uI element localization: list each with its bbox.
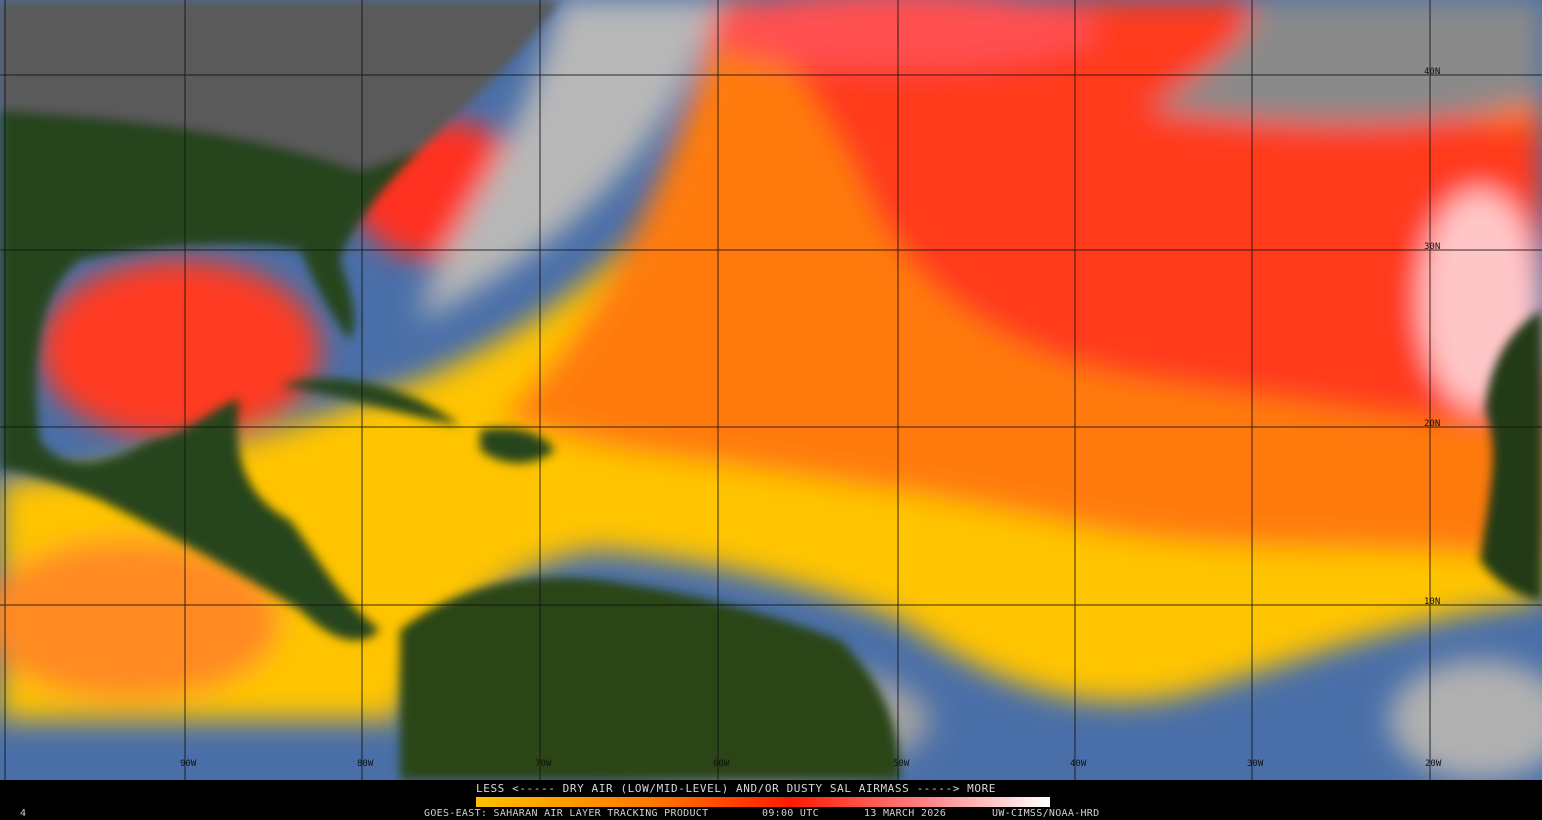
africa-land: [1480, 310, 1542, 600]
product-credit: UW-CIMSS/NOAA-HRD: [992, 808, 1100, 819]
cloud-region-southeast: [1390, 660, 1542, 780]
sal-colorbar: [476, 797, 1050, 807]
sal-core-north: [700, 0, 1100, 70]
north-america-land: [0, 0, 560, 641]
lat-label-20n: 20N: [1424, 419, 1440, 429]
satellite-map: 40N 30N 20N 10N 90W 80W 70W 60W 50W 40W …: [0, 0, 1542, 780]
north-america-interior: [0, 0, 560, 170]
lon-label-40w: 40W: [1070, 759, 1087, 769]
product-time: 09:00 UTC: [762, 808, 819, 819]
gulf-sal: [40, 260, 320, 440]
frame-number: 4: [20, 808, 27, 819]
hispaniola-land: [480, 428, 555, 464]
lon-label-30w: 30W: [1247, 759, 1264, 769]
lon-label-70w: 70W: [535, 759, 552, 769]
legend-label: LESS <----- DRY AIR (LOW/MID-LEVEL) AND/…: [476, 782, 997, 795]
lon-label-50w: 50W: [893, 759, 910, 769]
lat-label-10n: 10N: [1424, 597, 1440, 607]
pacific-sal: [0, 540, 280, 700]
lon-label-90w: 90W: [180, 759, 197, 769]
product-date: 13 MARCH 2026: [864, 808, 947, 819]
cuba-land: [280, 378, 460, 425]
cloud-band-front: [420, 0, 720, 320]
cloud-region-north: [1150, 0, 1542, 124]
lon-label-80w: 80W: [357, 759, 374, 769]
product-title: GOES-EAST: SAHARAN AIR LAYER TRACKING PR…: [424, 808, 709, 819]
lat-label-40n: 40N: [1424, 67, 1440, 77]
lat-lon-grid: [0, 0, 1542, 780]
south-america-land: [400, 577, 900, 780]
lat-label-30n: 30N: [1424, 242, 1440, 252]
lon-label-20w: 20W: [1425, 759, 1442, 769]
lon-label-60w: 60W: [713, 759, 730, 769]
colorbar-gradient: [476, 797, 1050, 807]
legend-footer: LESS <----- DRY AIR (LOW/MID-LEVEL) AND/…: [0, 780, 1542, 820]
